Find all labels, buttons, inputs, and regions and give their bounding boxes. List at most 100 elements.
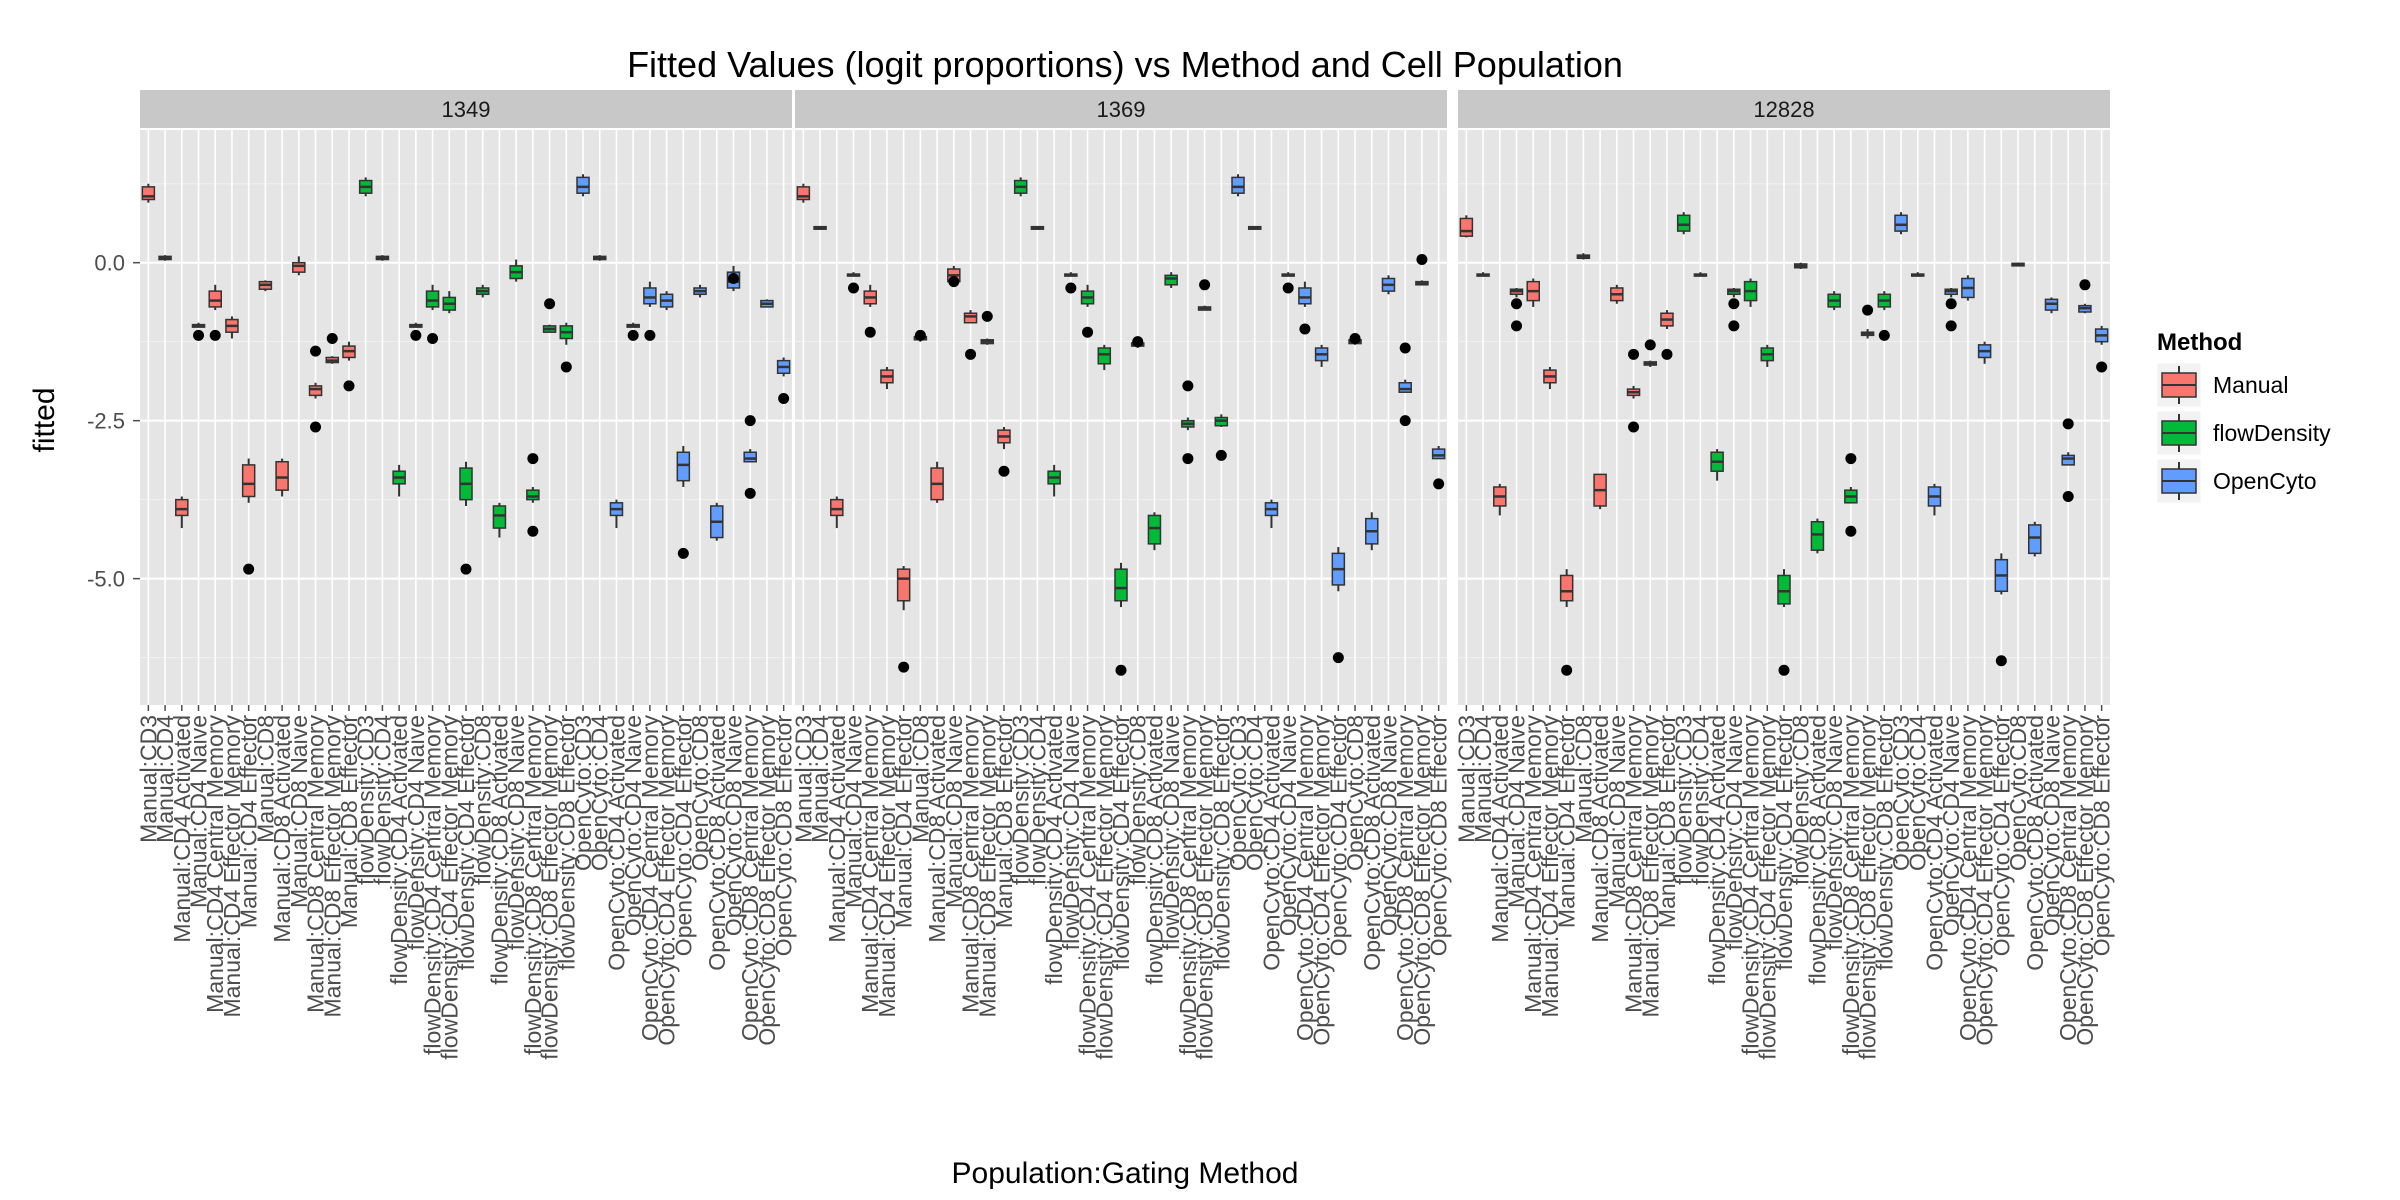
box-opencyto-cd8-effector [2094,325,2109,373]
outlier-point [560,361,572,373]
legend-label: Manual [2213,372,2288,398]
x-tick-label: flowDensity:CD8 Central Memory [1838,715,1864,1055]
outlier-point [1728,298,1740,310]
outlier-point [1878,329,1890,341]
outlier-point [544,298,556,310]
box-flowdensity-cd4-effector [1114,562,1128,676]
box-manual-cd8-effector-memory [325,333,340,364]
box-body [2061,454,2075,466]
box-opencyto-cd4-central-memory [643,281,657,341]
box-flowdensity-cd4 [1030,225,1045,230]
x-tick-label: flowDensity:CD4 Effector [453,715,479,971]
x-tick-label: OpenCyto:CD4 [1242,715,1268,871]
legend-label: flowDensity [2213,420,2331,446]
outlier-point [1082,326,1094,338]
box-opencyto-cd4-effector-memory [1314,344,1329,367]
x-tick-label: OpenCyto:CD8 Naive [1375,715,1401,936]
box-flowdensity-cd8-naive [1164,272,1178,288]
outlier-point [2062,418,2074,430]
x-tick-label: flowDensity:CD8 [470,715,496,885]
x-tick-label: OpenCyto:CD4 [1905,715,1931,871]
box-body [492,505,507,529]
x-tick-label: Manual:CD8 [1570,715,1596,843]
x-tick-label: OpenCyto:CD4 [587,715,613,871]
box-manual-cd4-effector-memory [225,316,239,339]
x-tick-label: Manual:CD3 [790,715,816,843]
x-tick-label: OpenCyto:CD8 Naive [2038,715,2064,936]
outlier-point [644,329,656,341]
box-manual-cd4-effector-memory [1543,366,1557,390]
x-tick-label: OpenCyto:CD8 [687,715,713,871]
outlier-point [1282,282,1294,294]
x-tick-label: OpenCyto:CD4 Effector [670,715,696,957]
outlier-point [744,415,756,427]
box-manual-cd8-effector [997,426,1011,477]
x-tick-label: OpenCyto:CD8 Central Memory [2055,715,2081,1041]
facet-strip [795,90,1447,128]
box-flowdensity-cd4-effector [1777,569,1791,676]
box-opencyto-cd8-activated [710,502,724,541]
x-tick-label: flowDensity:CD8 Effector Memory [1855,715,1881,1060]
box-manual-cd8-effector-memory [980,310,995,345]
x-tick-label: flowDensity:CD8 Effector Memory [537,715,563,1060]
outlier-point [1945,320,1957,332]
x-tick-label: flowDensity:CD8 Central Memory [520,715,546,1055]
box-flowdensity-cd8-central-memory [526,453,540,537]
x-tick-label: OpenCyto:CD8 Naive [720,715,746,936]
x-tick-label: OpenCyto:CD4 Central Memory [1292,715,1318,1041]
box-flowdensity-cd4-naive [1727,287,1741,332]
outlier-point [1661,348,1673,360]
x-tick-label: OpenCyto:CD8 Effector [2089,715,2115,957]
x-tick-label: Manual:CD8 Activated [1587,715,1613,943]
box-manual-cd8-effector-memory [1643,339,1658,367]
facet-strip-label: 1369 [1097,97,1146,122]
box-opencyto-cd8-central-memory [2061,418,2075,502]
x-tick-label: Manual:CD4 Activated [824,715,850,943]
box-opencyto-cd8 [1348,333,1362,345]
x-tick-label: OpenCyto:CD4 Activated [1258,715,1284,971]
x-tick-label: flowDensity:CD8 Naive [1821,715,1847,950]
box-body [796,186,811,201]
x-tick-label: Manual:CD4 Activated [169,715,195,943]
x-tick-label: flowDensity:CD8 Naive [503,715,529,950]
x-tick-label: flowDensity:CD4 Effector Memory [1091,715,1117,1060]
x-tick-label: OpenCyto:CD8 Effector [771,715,797,957]
box-flowdensity-cd4-central-memory [425,284,440,345]
box-body [963,312,978,324]
outlier-point [1778,664,1790,676]
x-tick-label: Manual:CD8 Central Memory [1621,715,1647,1013]
x-tick-label: Manual:CD8 Effector [336,715,362,928]
box-manual-cd4-effector [1559,569,1574,676]
box-flowdensity-cd8-effector [1214,414,1229,461]
x-tick-label: OpenCyto:CD4 Effector Memory [1972,715,1998,1046]
box-manual-cd4-central-memory [863,284,877,338]
outlier-point [727,272,739,284]
box-opencyto-cd4-effector [1331,547,1346,664]
x-tick-label: OpenCyto:CD4 Activated [603,715,629,971]
facet-strip [140,90,792,128]
outlier-point [744,487,756,499]
box-body [425,290,440,308]
x-tick-label: Manual:CD3 [1453,715,1479,843]
box-manual-cd8-naive [1610,284,1624,304]
outlier-point [864,326,876,338]
x-tick-label: flowDensity:CD4 Central Memory [1738,715,1764,1055]
y-tick-label: -2.5 [87,409,125,434]
x-tick-label: flowDensity:CD4 Effector [1771,715,1797,971]
outlier-point [1511,298,1523,310]
outlier-point [1199,279,1211,291]
box-flowdensity-cd8-effector [1877,291,1892,341]
box-manual-cd4-activated [175,496,189,529]
box-manual-cd4-central-memory [1526,278,1540,307]
box-body [743,451,757,463]
box-body [1398,381,1412,393]
box-flowdensity-cd8-activated [1147,512,1162,551]
x-tick-label: Manual:CD4 Central Memory [1520,715,1546,1013]
box-opencyto-cd4 [592,255,607,261]
x-tick-label: OpenCyto:CD4 Naive [1275,715,1301,936]
legend-key-flowdensity: flowDensity [2156,410,2331,456]
box-body [1231,176,1245,194]
outlier-point [1399,342,1411,354]
